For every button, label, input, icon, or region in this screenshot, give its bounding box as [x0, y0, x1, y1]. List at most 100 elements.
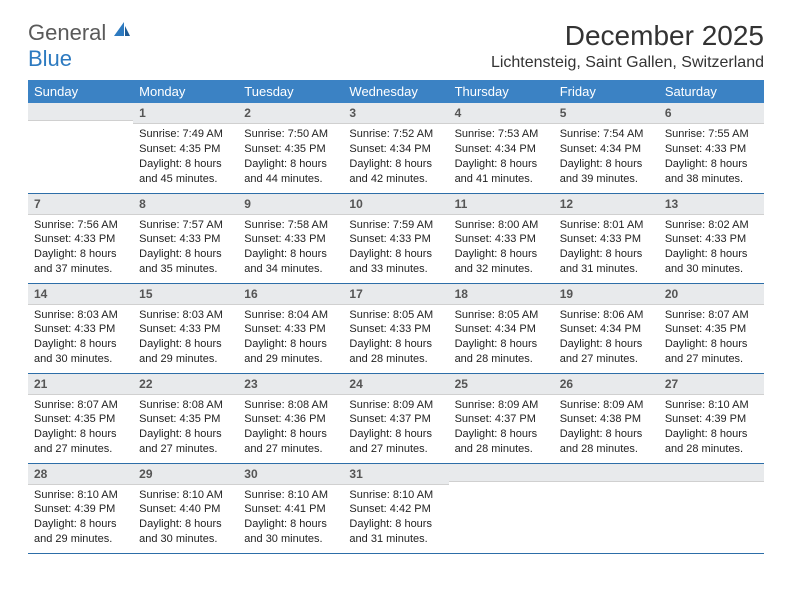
sunset-line: Sunset: 4:38 PM	[560, 412, 653, 427]
day-number: 15	[133, 284, 238, 305]
day-number: 13	[659, 194, 764, 215]
daylight-line: Daylight: 8 hours and 27 minutes.	[34, 427, 127, 457]
sunset-line: Sunset: 4:35 PM	[34, 412, 127, 427]
calendar-day-cell: 2Sunrise: 7:50 AMSunset: 4:35 PMDaylight…	[238, 103, 343, 193]
sunrise-line: Sunrise: 8:08 AM	[244, 398, 337, 413]
sunset-line: Sunset: 4:33 PM	[34, 322, 127, 337]
daylight-line: Daylight: 8 hours and 30 minutes.	[139, 517, 232, 547]
day-content: Sunrise: 7:55 AMSunset: 4:33 PMDaylight:…	[659, 124, 764, 189]
calendar-day-cell	[449, 463, 554, 553]
day-number: 18	[449, 284, 554, 305]
day-content: Sunrise: 7:52 AMSunset: 4:34 PMDaylight:…	[343, 124, 448, 189]
dayname-row: Sunday Monday Tuesday Wednesday Thursday…	[28, 80, 764, 103]
daylight-line: Daylight: 8 hours and 27 minutes.	[139, 427, 232, 457]
calendar-week-row: 7Sunrise: 7:56 AMSunset: 4:33 PMDaylight…	[28, 193, 764, 283]
calendar-day-cell: 24Sunrise: 8:09 AMSunset: 4:37 PMDayligh…	[343, 373, 448, 463]
sunrise-line: Sunrise: 8:08 AM	[139, 398, 232, 413]
sunrise-line: Sunrise: 8:03 AM	[34, 308, 127, 323]
day-number: 17	[343, 284, 448, 305]
calendar-day-cell: 20Sunrise: 8:07 AMSunset: 4:35 PMDayligh…	[659, 283, 764, 373]
day-content: Sunrise: 8:09 AMSunset: 4:37 PMDaylight:…	[449, 395, 554, 460]
day-content: Sunrise: 8:06 AMSunset: 4:34 PMDaylight:…	[554, 305, 659, 370]
calendar-day-cell: 4Sunrise: 7:53 AMSunset: 4:34 PMDaylight…	[449, 103, 554, 193]
day-number: 2	[238, 103, 343, 124]
daylight-line: Daylight: 8 hours and 32 minutes.	[455, 247, 548, 277]
month-title: December 2025	[491, 20, 764, 52]
sunset-line: Sunset: 4:37 PM	[455, 412, 548, 427]
sunrise-line: Sunrise: 7:56 AM	[34, 218, 127, 233]
day-content: Sunrise: 8:05 AMSunset: 4:34 PMDaylight:…	[449, 305, 554, 370]
day-content: Sunrise: 8:08 AMSunset: 4:35 PMDaylight:…	[133, 395, 238, 460]
daylight-line: Daylight: 8 hours and 27 minutes.	[665, 337, 758, 367]
sunset-line: Sunset: 4:33 PM	[665, 142, 758, 157]
day-number: 26	[554, 374, 659, 395]
sunset-line: Sunset: 4:42 PM	[349, 502, 442, 517]
sunset-line: Sunset: 4:33 PM	[349, 232, 442, 247]
daylight-line: Daylight: 8 hours and 37 minutes.	[34, 247, 127, 277]
sunset-line: Sunset: 4:33 PM	[349, 322, 442, 337]
day-content: Sunrise: 7:49 AMSunset: 4:35 PMDaylight:…	[133, 124, 238, 189]
title-block: December 2025 Lichtensteig, Saint Gallen…	[491, 20, 764, 72]
sunrise-line: Sunrise: 8:07 AM	[34, 398, 127, 413]
daylight-line: Daylight: 8 hours and 45 minutes.	[139, 157, 232, 187]
day-number	[554, 464, 659, 482]
day-number: 7	[28, 194, 133, 215]
sunset-line: Sunset: 4:35 PM	[139, 142, 232, 157]
day-content: Sunrise: 8:07 AMSunset: 4:35 PMDaylight:…	[659, 305, 764, 370]
calendar-day-cell: 3Sunrise: 7:52 AMSunset: 4:34 PMDaylight…	[343, 103, 448, 193]
day-number: 21	[28, 374, 133, 395]
day-number: 31	[343, 464, 448, 485]
sunrise-line: Sunrise: 8:06 AM	[560, 308, 653, 323]
sunrise-line: Sunrise: 8:05 AM	[349, 308, 442, 323]
sunrise-line: Sunrise: 8:09 AM	[455, 398, 548, 413]
dayname-thursday: Thursday	[449, 80, 554, 103]
sunset-line: Sunset: 4:34 PM	[349, 142, 442, 157]
daylight-line: Daylight: 8 hours and 31 minutes.	[560, 247, 653, 277]
sunset-line: Sunset: 4:33 PM	[560, 232, 653, 247]
sunrise-line: Sunrise: 8:05 AM	[455, 308, 548, 323]
location: Lichtensteig, Saint Gallen, Switzerland	[491, 54, 764, 72]
day-number	[449, 464, 554, 482]
calendar-day-cell: 5Sunrise: 7:54 AMSunset: 4:34 PMDaylight…	[554, 103, 659, 193]
sunrise-line: Sunrise: 8:10 AM	[34, 488, 127, 503]
dayname-tuesday: Tuesday	[238, 80, 343, 103]
header: General Blue December 2025 Lichtensteig,…	[28, 20, 764, 72]
calendar-week-row: 1Sunrise: 7:49 AMSunset: 4:35 PMDaylight…	[28, 103, 764, 193]
daylight-line: Daylight: 8 hours and 41 minutes.	[455, 157, 548, 187]
calendar-day-cell	[28, 103, 133, 193]
sunrise-line: Sunrise: 8:07 AM	[665, 308, 758, 323]
day-number: 8	[133, 194, 238, 215]
daylight-line: Daylight: 8 hours and 34 minutes.	[244, 247, 337, 277]
day-content: Sunrise: 7:59 AMSunset: 4:33 PMDaylight:…	[343, 215, 448, 280]
logo-text-general: General	[28, 20, 106, 45]
day-number: 3	[343, 103, 448, 124]
day-content: Sunrise: 8:10 AMSunset: 4:42 PMDaylight:…	[343, 485, 448, 550]
sunset-line: Sunset: 4:35 PM	[139, 412, 232, 427]
day-content: Sunrise: 8:01 AMSunset: 4:33 PMDaylight:…	[554, 215, 659, 280]
day-number: 24	[343, 374, 448, 395]
dayname-friday: Friday	[554, 80, 659, 103]
dayname-saturday: Saturday	[659, 80, 764, 103]
calendar-day-cell: 12Sunrise: 8:01 AMSunset: 4:33 PMDayligh…	[554, 193, 659, 283]
sunrise-line: Sunrise: 8:03 AM	[139, 308, 232, 323]
calendar-week-row: 21Sunrise: 8:07 AMSunset: 4:35 PMDayligh…	[28, 373, 764, 463]
sunrise-line: Sunrise: 7:58 AM	[244, 218, 337, 233]
calendar-week-row: 28Sunrise: 8:10 AMSunset: 4:39 PMDayligh…	[28, 463, 764, 553]
calendar-day-cell: 10Sunrise: 7:59 AMSunset: 4:33 PMDayligh…	[343, 193, 448, 283]
sunset-line: Sunset: 4:39 PM	[665, 412, 758, 427]
sunset-line: Sunset: 4:39 PM	[34, 502, 127, 517]
day-number: 23	[238, 374, 343, 395]
calendar-table: Sunday Monday Tuesday Wednesday Thursday…	[28, 80, 764, 554]
day-content: Sunrise: 8:10 AMSunset: 4:39 PMDaylight:…	[28, 485, 133, 550]
calendar-day-cell: 22Sunrise: 8:08 AMSunset: 4:35 PMDayligh…	[133, 373, 238, 463]
calendar-day-cell: 14Sunrise: 8:03 AMSunset: 4:33 PMDayligh…	[28, 283, 133, 373]
calendar-day-cell: 23Sunrise: 8:08 AMSunset: 4:36 PMDayligh…	[238, 373, 343, 463]
sunset-line: Sunset: 4:33 PM	[139, 322, 232, 337]
sunset-line: Sunset: 4:34 PM	[560, 322, 653, 337]
day-content: Sunrise: 8:10 AMSunset: 4:40 PMDaylight:…	[133, 485, 238, 550]
calendar-day-cell	[659, 463, 764, 553]
daylight-line: Daylight: 8 hours and 28 minutes.	[665, 427, 758, 457]
calendar-week-row: 14Sunrise: 8:03 AMSunset: 4:33 PMDayligh…	[28, 283, 764, 373]
calendar-day-cell: 17Sunrise: 8:05 AMSunset: 4:33 PMDayligh…	[343, 283, 448, 373]
day-content: Sunrise: 8:08 AMSunset: 4:36 PMDaylight:…	[238, 395, 343, 460]
